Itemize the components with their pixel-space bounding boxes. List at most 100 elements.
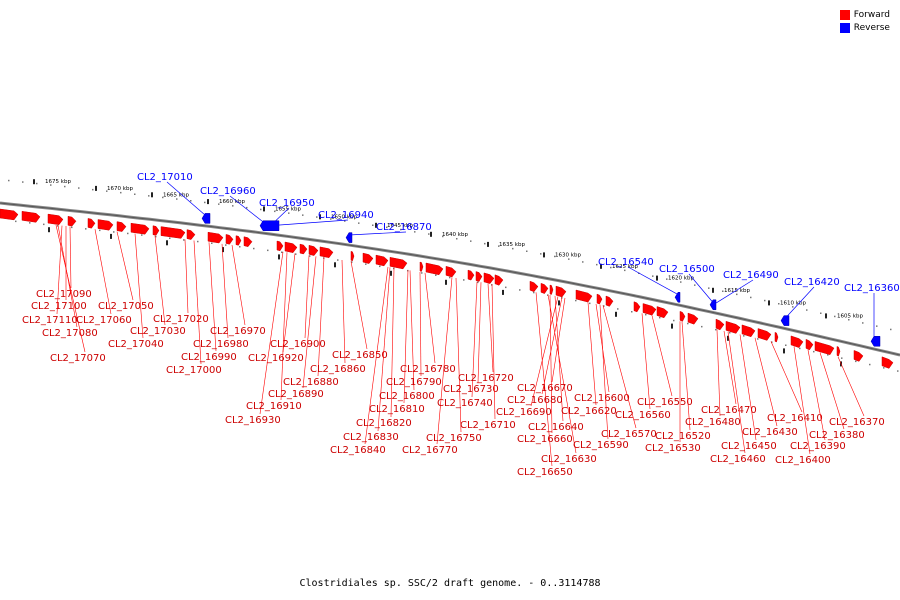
scale-dot xyxy=(15,220,17,223)
forward-gene-label: CL2_16630 xyxy=(541,454,597,465)
forward-gene xyxy=(319,246,334,258)
scale-dot xyxy=(197,240,199,243)
forward-leader xyxy=(55,224,86,353)
forward-gene-label: CL2_16370 xyxy=(829,417,885,428)
scale-tick xyxy=(263,206,265,212)
scale-dot xyxy=(596,263,598,266)
scale-dot xyxy=(568,258,570,260)
forward-gene-label: CL2_16620 xyxy=(561,406,617,417)
scale-dot xyxy=(722,290,724,292)
forward-leader xyxy=(302,256,317,389)
scale-tick-label: 1675 kbp xyxy=(45,179,71,185)
scale-dot xyxy=(792,306,794,308)
reverse-leader xyxy=(166,181,207,217)
scale-tick-label: 1625 kbp xyxy=(612,264,638,270)
forward-gene-label: CL2_16720 xyxy=(458,373,514,384)
forward-leader xyxy=(477,282,482,384)
scale-tick-label: 1615 kbp xyxy=(724,288,750,294)
scale-dot xyxy=(337,259,339,261)
scale-dot xyxy=(897,370,899,372)
reverse-gene-label: CL2_16500 xyxy=(659,264,715,275)
scale-dot xyxy=(274,210,276,213)
forward-leader xyxy=(819,352,845,430)
scale-tick-lower xyxy=(671,323,673,329)
forward-leader xyxy=(554,295,564,422)
scale-tick-lower xyxy=(48,227,50,233)
forward-leader xyxy=(94,229,112,315)
scale-dot xyxy=(8,179,10,182)
forward-leader xyxy=(681,321,691,431)
scale-tick xyxy=(487,241,489,247)
reverse-leader xyxy=(348,231,407,236)
scale-dot xyxy=(330,218,332,220)
scale-dot xyxy=(246,206,248,209)
reverse-leader xyxy=(627,266,680,296)
scale-dot xyxy=(694,284,696,286)
forward-gene xyxy=(299,243,308,255)
forward-gene-label: CL2_16450 xyxy=(721,441,777,452)
scale-dot xyxy=(99,229,101,232)
forward-gene xyxy=(679,310,686,322)
scale-tick xyxy=(151,192,153,198)
forward-leader xyxy=(409,270,415,391)
forward-leader xyxy=(807,349,826,441)
reverse-gene xyxy=(201,213,211,224)
scale-dot xyxy=(155,235,157,238)
scale-tick-lower xyxy=(558,300,560,306)
scale-dot xyxy=(267,249,269,252)
scale-dot xyxy=(64,185,66,188)
scale-dot xyxy=(764,299,766,302)
scale-dot xyxy=(456,238,458,240)
scale-dot xyxy=(351,261,353,263)
scale-dot xyxy=(134,193,136,195)
reverse-leader xyxy=(277,219,349,226)
forward-gene xyxy=(276,240,284,252)
scale-tick-lower xyxy=(783,348,785,354)
scale-dot xyxy=(652,275,654,277)
forward-gene-label: CL2_16400 xyxy=(775,455,831,466)
forward-gene xyxy=(881,356,894,369)
reverse-gene xyxy=(674,292,681,303)
legend: Forward Reverse xyxy=(839,10,890,36)
forward-gene xyxy=(284,241,298,253)
scale-dot xyxy=(253,247,255,250)
reverse-leader xyxy=(271,207,290,225)
forward-gene-label: CL2_16660 xyxy=(517,434,573,445)
scale-dot xyxy=(442,235,444,238)
scale-tick-label: 1610 kbp xyxy=(780,300,806,306)
forward-leader xyxy=(455,277,462,433)
figure-caption: Clostridiales sp. SSC/2 draft genome. - … xyxy=(299,578,601,589)
forward-gene xyxy=(853,350,864,362)
scale-dot xyxy=(316,216,318,218)
scale-dot xyxy=(162,196,164,199)
forward-gene xyxy=(483,272,495,284)
forward-gene xyxy=(656,306,669,319)
forward-gene-label: CL2_16650 xyxy=(517,467,573,478)
scale-dot xyxy=(169,237,171,239)
scale-dot xyxy=(869,363,871,366)
forward-gene-label: CL2_16790 xyxy=(386,377,442,388)
forward-leader xyxy=(304,255,310,339)
forward-leader xyxy=(602,305,637,429)
scale-tick xyxy=(375,222,377,228)
forward-gene xyxy=(67,215,77,227)
scale-dot xyxy=(365,263,367,265)
forward-gene-label: CL2_16530 xyxy=(645,443,701,454)
scale-dot xyxy=(29,222,31,224)
scale-dot xyxy=(428,233,430,235)
forward-gene-label: CL2_16390 xyxy=(790,441,846,452)
forward-leader xyxy=(739,334,757,441)
scale-dot xyxy=(239,246,241,248)
scale-tick-label: 1630 kbp xyxy=(555,252,581,258)
forward-gene-label: CL2_16520 xyxy=(655,431,711,442)
forward-leader xyxy=(69,226,72,289)
forward-gene-label: CL2_16460 xyxy=(710,454,766,465)
forward-gene-label: CL2_16770 xyxy=(402,445,458,456)
scale-tick-lower xyxy=(166,240,168,246)
forward-gene-label: CL2_17090 xyxy=(36,289,92,300)
forward-leader xyxy=(530,296,559,407)
forward-gene xyxy=(207,231,224,244)
scale-dot xyxy=(57,225,59,227)
reverse-gene-label: CL2_16940 xyxy=(318,210,374,221)
forward-leader xyxy=(419,271,422,377)
